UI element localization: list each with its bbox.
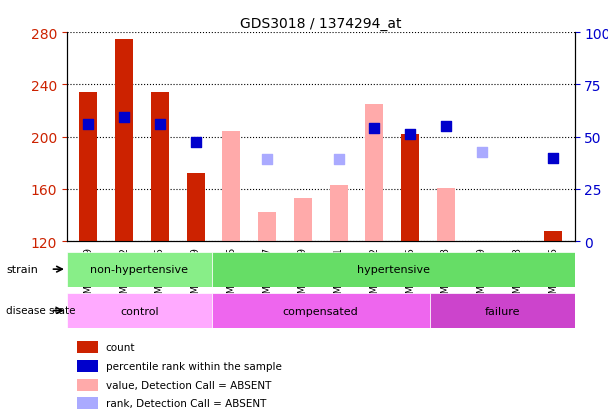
Bar [212, 252, 575, 287]
Point [406, 131, 415, 138]
Point [191, 139, 201, 146]
Bar [77, 342, 98, 354]
Bar [151, 93, 169, 242]
Text: hypertensive: hypertensive [357, 264, 430, 275]
Point [262, 156, 272, 163]
Bar [437, 188, 455, 242]
Bar [67, 252, 212, 287]
Point [370, 125, 379, 131]
Bar [544, 231, 562, 242]
Point [83, 121, 93, 128]
Point [477, 150, 486, 156]
Text: control: control [120, 306, 159, 316]
Point [548, 155, 558, 161]
Bar [187, 174, 204, 242]
Text: rank, Detection Call = ABSENT: rank, Detection Call = ABSENT [106, 399, 266, 408]
Text: percentile rank within the sample: percentile rank within the sample [106, 361, 282, 371]
Bar [365, 105, 383, 242]
Text: disease state: disease state [6, 306, 75, 316]
Bar [258, 213, 276, 242]
Bar [429, 293, 575, 328]
Text: non-hypertensive: non-hypertensive [91, 264, 188, 275]
Point [334, 156, 344, 163]
Bar [67, 293, 212, 328]
Bar [294, 199, 312, 242]
Bar [115, 40, 133, 242]
Bar [223, 132, 240, 242]
Bar [77, 397, 98, 409]
Text: strain: strain [6, 264, 38, 274]
Title: GDS3018 / 1374294_at: GDS3018 / 1374294_at [240, 17, 401, 31]
Bar [401, 135, 419, 242]
Bar [330, 185, 348, 242]
Bar [212, 293, 429, 328]
Text: value, Detection Call = ABSENT: value, Detection Call = ABSENT [106, 380, 271, 390]
Point [441, 123, 451, 130]
Bar [77, 379, 98, 391]
Text: compensated: compensated [283, 306, 359, 316]
Bar [77, 360, 98, 372]
Text: failure: failure [485, 306, 520, 316]
Bar [80, 93, 97, 242]
Point [119, 114, 129, 121]
Point [155, 121, 165, 128]
Text: count: count [106, 343, 135, 353]
